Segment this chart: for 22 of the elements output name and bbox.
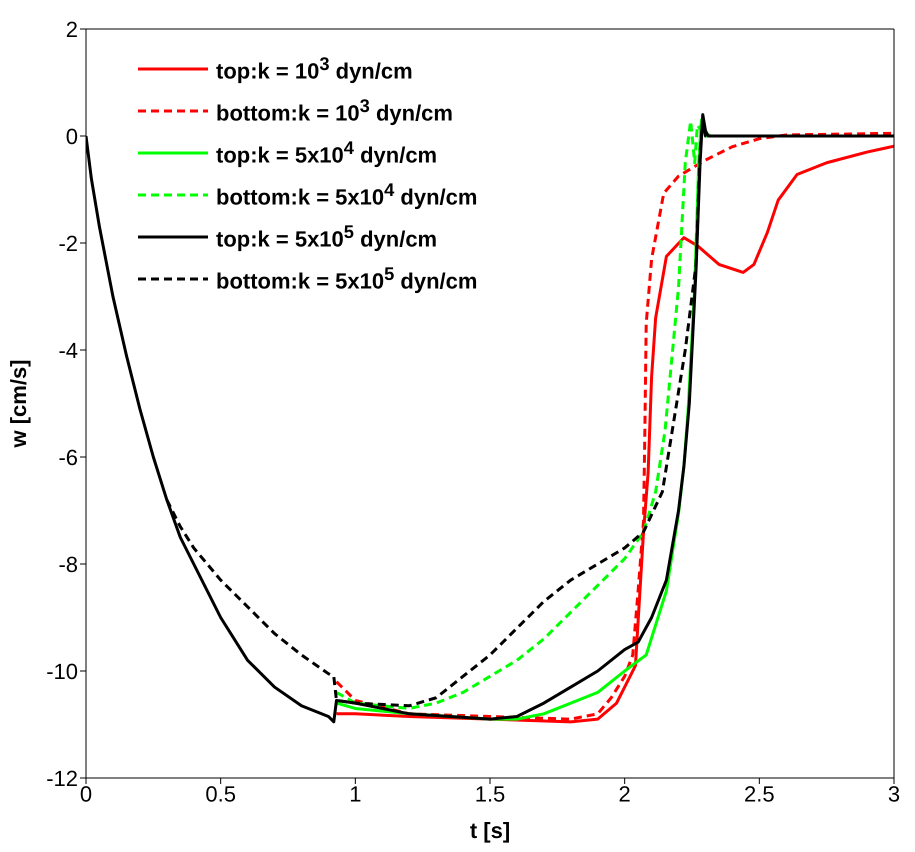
x-tick-label: 0.5 — [205, 782, 236, 807]
x-tick-label: 2 — [618, 782, 631, 807]
y-tick-label: -10 — [46, 658, 78, 684]
legend-label: bottom:k = 5x10$^{5}$ dyn/cm — [216, 263, 478, 295]
legend-label: bottom:k = 10$^{3}$ dyn/cm — [216, 95, 453, 127]
y-tick-label: -8 — [58, 552, 78, 577]
y-tick-label: -2 — [58, 230, 78, 256]
legend-label: top:k = 5x10$^{5}$ dyn/cm — [216, 221, 438, 253]
legend-label: top:k = 5x10$^{4}$ dyn/cm — [216, 137, 438, 169]
y-tick-label: -6 — [58, 444, 78, 470]
x-tick-label: 1 — [349, 782, 362, 807]
legend-label: bottom:k = 5x10$^{4}$ dyn/cm — [216, 179, 478, 211]
legend-label: top:k = 10$^{3}$ dyn/cm — [216, 53, 413, 85]
y-tick-label: 2 — [66, 16, 78, 42]
x-tick-label: 2.5 — [744, 782, 775, 807]
y-tick-label: 0 — [66, 124, 78, 149]
y-tick-label: -12 — [46, 766, 78, 791]
x-tick-label: 1.5 — [474, 782, 506, 807]
x-axis-title: t [s] — [470, 818, 510, 843]
x-tick-label: 3 — [888, 782, 900, 807]
y-axis-title: w [cm/s] — [6, 359, 31, 449]
y-tick-label: -4 — [58, 338, 78, 363]
